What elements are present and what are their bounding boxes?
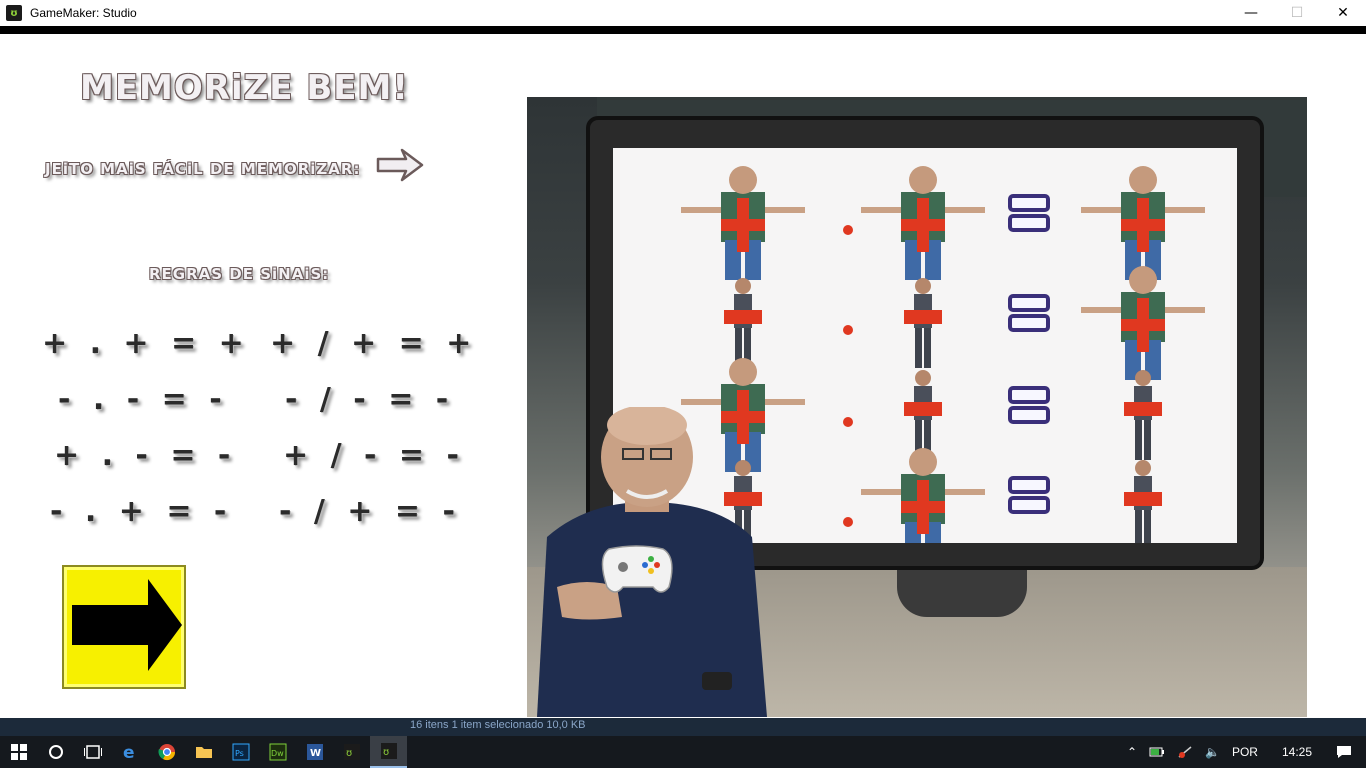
- folder-icon: [195, 747, 212, 758]
- board-figure-left-3: [681, 358, 805, 472]
- rule-divide-4: - / + = -: [279, 494, 461, 529]
- maximize-button[interactable]: ☐: [1290, 5, 1304, 21]
- tv-stand: [897, 567, 1027, 617]
- rule-multiply-4: - . + = -: [50, 494, 233, 529]
- rules-title: REGRAS DE SiNAiS:: [149, 265, 330, 283]
- sign-rules-board: [613, 148, 1237, 562]
- board-dot-1: [843, 225, 853, 235]
- battery-icon[interactable]: [1149, 746, 1165, 758]
- classroom-photo: [527, 97, 1307, 717]
- svg-text:Dw: Dw: [271, 749, 284, 758]
- board-figure-right-3: [904, 370, 942, 460]
- memorize-hint: JEiTO MAiS FÁCiL DE MEMORiZAR:: [45, 160, 361, 178]
- board-equals-4: [1008, 476, 1050, 514]
- svg-text:ʊ: ʊ: [383, 747, 389, 758]
- word-icon: W: [306, 744, 323, 760]
- task-view-button[interactable]: [74, 736, 111, 768]
- svg-text:e: e: [123, 743, 135, 761]
- taskbar-edge[interactable]: e: [111, 736, 148, 768]
- teacher-figure: [537, 407, 767, 717]
- taskbar-dreamweaver[interactable]: Dw: [259, 736, 296, 768]
- right-arrow-icon: [72, 579, 182, 671]
- taskbar-gamemaker[interactable]: ʊ: [333, 736, 370, 768]
- photoshop-icon: Ps: [232, 743, 249, 761]
- taskbar-gamemaker-runner[interactable]: ʊ: [370, 736, 407, 768]
- start-button[interactable]: [0, 736, 37, 768]
- tray-overflow-icon[interactable]: ⌃: [1126, 745, 1137, 759]
- board-figure-left-1: [681, 166, 805, 280]
- clock[interactable]: 14:25: [1281, 745, 1312, 759]
- next-button[interactable]: [62, 565, 186, 689]
- board-equals-2: [1008, 294, 1050, 332]
- hint-arrow-icon[interactable]: [376, 148, 426, 182]
- taskbar-word[interactable]: W: [296, 736, 333, 768]
- windows-taskbar: e Ps Dw W ʊ ʊ ⌃ 🔈 POR 14:25: [0, 736, 1366, 768]
- edge-icon: e: [123, 743, 135, 761]
- window-border: [0, 26, 1366, 34]
- explorer-status-text: 16 itens 1 item selecionado 10,0 KB: [410, 719, 586, 731]
- game-title: MEMORiZE BEM!: [80, 68, 409, 108]
- task-view-icon: [83, 745, 102, 759]
- board-equals-1: [1008, 194, 1050, 232]
- window-title: GameMaker: Studio: [30, 6, 137, 20]
- board-figure-right-4: [861, 448, 985, 562]
- minimize-button[interactable]: —: [1244, 5, 1258, 21]
- volume-icon[interactable]: 🔈: [1205, 745, 1220, 759]
- board-dot-4: [843, 517, 853, 527]
- gamemaker-runner-icon: ʊ: [380, 743, 397, 759]
- action-center-icon[interactable]: [1336, 745, 1352, 759]
- rule-divide-2: - / - = -: [285, 382, 455, 417]
- rule-multiply-1: + . + = +: [42, 326, 250, 361]
- system-tray: ⌃ 🔈 POR 14:25: [1121, 736, 1366, 768]
- cortana-icon: [48, 745, 63, 759]
- window-titlebar: ʊ GameMaker: Studio — ☐ ✕: [0, 0, 1366, 26]
- board-figure-left-2: [724, 278, 762, 368]
- dreamweaver-icon: Dw: [269, 743, 286, 761]
- taskbar-file-explorer[interactable]: [185, 736, 222, 768]
- taskbar-chrome[interactable]: [148, 736, 185, 768]
- gamemaker-app-icon: ʊ: [6, 5, 22, 21]
- game-canvas[interactable]: MEMORiZE BEM! JEiTO MAiS FÁCiL DE MEMORi…: [0, 34, 1366, 718]
- board-figure-result-2: [1081, 266, 1205, 380]
- close-button[interactable]: ✕: [1337, 5, 1349, 21]
- windows-logo-icon: [10, 744, 27, 760]
- board-figure-result-1: [1081, 166, 1205, 280]
- window-controls: — ☐ ✕: [1228, 0, 1366, 26]
- board-equals-3: [1008, 386, 1050, 424]
- gamemaker-icon: ʊ: [343, 744, 360, 760]
- network-disconnected-icon[interactable]: [1177, 745, 1193, 759]
- board-dot-2: [843, 325, 853, 335]
- tv-monitor: [590, 120, 1260, 566]
- board-drawing: [681, 166, 1205, 562]
- taskbar-photoshop[interactable]: Ps: [222, 736, 259, 768]
- svg-text:Ps: Ps: [235, 749, 244, 758]
- gamepad-icon: [601, 545, 673, 593]
- svg-text:W: W: [310, 748, 321, 759]
- rule-multiply-2: - . - = -: [58, 382, 228, 417]
- explorer-status-strip: 16 itens 1 item selecionado 10,0 KB: [0, 718, 1366, 736]
- board-figure-right-1: [861, 166, 985, 280]
- rule-multiply-3: + . - = -: [54, 438, 237, 473]
- svg-text:ʊ: ʊ: [346, 748, 352, 759]
- rule-divide-3: + / - = -: [283, 438, 465, 473]
- board-figure-right-2: [904, 278, 942, 368]
- cortana-button[interactable]: [37, 736, 74, 768]
- rule-divide-1: + / + = +: [270, 326, 478, 361]
- board-figure-result-3: [1124, 370, 1162, 460]
- board-figure-result-4: [1124, 460, 1162, 550]
- chrome-icon: [157, 744, 175, 761]
- language-indicator[interactable]: POR: [1231, 745, 1258, 759]
- board-dot-3: [843, 417, 853, 427]
